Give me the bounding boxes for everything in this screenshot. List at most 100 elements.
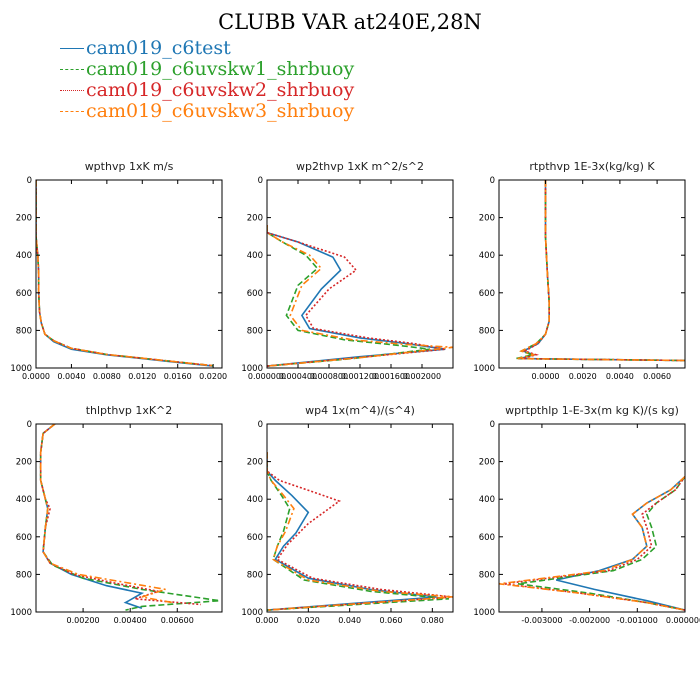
x-tick-label: 0.000: [256, 616, 279, 625]
plot-frame: [266, 179, 454, 369]
series-line: [36, 180, 214, 367]
legend-item: cam019_c6test: [60, 38, 354, 59]
y-tick-label: 400: [247, 495, 263, 505]
plot-frame: [498, 423, 686, 613]
legend-swatch: [60, 90, 84, 91]
x-tick-label: 0.00200: [67, 616, 100, 625]
x-tick-label: 0.001200: [341, 372, 379, 381]
x-tick-label: 0.0040: [606, 372, 634, 381]
legend-swatch: [60, 69, 84, 70]
series-line: [267, 452, 437, 611]
y-tick-label: 0: [258, 176, 263, 186]
legend-item: cam019_c6uvskw3_shrbuoy: [60, 101, 354, 122]
y-tick-label: 0: [27, 420, 32, 430]
x-tick-label: 0.0040: [57, 372, 85, 381]
panel-title: wpthvp 1xK m/s: [85, 160, 174, 173]
y-tick-label: 400: [247, 251, 263, 261]
y-tick-label: 200: [247, 458, 263, 468]
x-tick-label: 0.020: [297, 616, 320, 625]
figure-title: CLUBB VAR at240E,28N: [218, 10, 482, 34]
y-tick-label: 400: [479, 251, 495, 261]
series-line: [503, 476, 685, 611]
legend-label: cam019_c6uvskw2_shrbuoy: [86, 79, 355, 101]
y-tick-label: 600: [16, 289, 32, 299]
series-line: [267, 225, 446, 367]
series-line: [39, 424, 173, 604]
y-tick-label: 200: [247, 214, 263, 224]
x-tick-label: 0.0160: [164, 372, 192, 381]
x-tick-label: -0.003000: [521, 616, 562, 625]
legend-label: cam019_c6uvskw3_shrbuoy: [86, 100, 355, 122]
y-tick-label: 0: [27, 176, 32, 186]
y-tick-label: 0: [258, 420, 263, 430]
y-tick-label: 1000: [10, 608, 32, 618]
y-tick-label: 1000: [473, 608, 495, 618]
x-tick-label: 0.00600: [161, 616, 194, 625]
legend-label: cam019_c6test: [86, 37, 231, 59]
series-line: [36, 180, 214, 367]
panel-title: wprtpthlp 1-E-3x(m kg K)/(s kg): [505, 404, 679, 417]
legend: cam019_c6test cam019_c6uvskw1_shrbuoy ca…: [60, 38, 354, 122]
y-tick-label: 1000: [241, 364, 263, 374]
y-tick-label: 600: [479, 533, 495, 543]
x-tick-label: 0.0060: [643, 372, 671, 381]
y-tick-label: 800: [247, 326, 263, 336]
y-tick-label: 1000: [473, 364, 495, 374]
x-tick-label: 0.0020: [569, 372, 597, 381]
series-line: [267, 452, 449, 611]
x-tick-label: 0.0200: [199, 372, 227, 381]
x-tick-label: 0.0080: [93, 372, 121, 381]
y-tick-label: 0: [490, 420, 495, 430]
legend-swatch: [60, 48, 84, 49]
chart-panel: rtpthvp 1E-3x(kg/kg) K 0 200 400 600 800 1000 0…: [473, 160, 686, 381]
series-line: [36, 180, 214, 367]
panel-title: thlpthvp 1xK^2: [86, 404, 173, 417]
panel-title: rtpthvp 1E-3x(kg/kg) K: [529, 160, 655, 173]
legend-label: cam019_c6uvskw1_shrbuoy: [86, 58, 355, 80]
legend-swatch: [60, 111, 84, 112]
x-tick-label: 0.080: [421, 616, 444, 625]
x-tick-label: 0.002000: [403, 372, 441, 381]
series-line: [39, 424, 201, 606]
chart-panel: wprtpthlp 1-E-3x(m kg K)/(s kg) 0 200 400 60…: [473, 404, 700, 625]
panel-title: wp4 1x(m^4)/(s^4): [305, 404, 415, 417]
x-tick-label: -0.001000: [617, 616, 658, 625]
series-line: [36, 180, 214, 367]
series-line: [499, 476, 685, 611]
y-tick-label: 800: [479, 326, 495, 336]
x-tick-label: 0.0000: [532, 372, 560, 381]
y-tick-label: 800: [16, 326, 32, 336]
y-tick-label: 600: [479, 289, 495, 299]
series-line: [515, 180, 685, 362]
x-tick-label: 0.000400: [279, 372, 317, 381]
series-line: [267, 452, 453, 611]
series-line: [267, 225, 453, 367]
y-tick-label: 800: [16, 570, 32, 580]
y-tick-label: 200: [479, 214, 495, 224]
series-line: [519, 180, 685, 362]
y-tick-label: 200: [479, 458, 495, 468]
y-tick-label: 400: [479, 495, 495, 505]
y-tick-label: 400: [16, 495, 32, 505]
plot-frame: [35, 179, 223, 369]
y-tick-label: 800: [247, 570, 263, 580]
series-line: [517, 180, 685, 362]
x-tick-label: 0.00400: [114, 616, 147, 625]
plot-frame: [266, 423, 454, 613]
y-tick-label: 200: [16, 214, 32, 224]
y-tick-label: 200: [16, 458, 32, 468]
y-tick-label: 800: [479, 570, 495, 580]
plot-frame: [35, 423, 223, 613]
x-tick-label: 0.001600: [372, 372, 410, 381]
x-tick-label: 0.0120: [128, 372, 156, 381]
y-tick-label: 600: [16, 533, 32, 543]
y-tick-label: 1000: [241, 608, 263, 618]
legend-item: cam019_c6uvskw2_shrbuoy: [60, 80, 354, 101]
x-tick-label: 0.060: [380, 616, 403, 625]
y-tick-label: 600: [247, 289, 263, 299]
x-tick-label: 0.000800: [310, 372, 348, 381]
panel-title: wp2thvp 1xK m^2/s^2: [296, 160, 424, 173]
chart-panel: wp2thvp 1xK m^2/s^2 0 200 400 600 800 1000 0.00…: [241, 160, 454, 381]
